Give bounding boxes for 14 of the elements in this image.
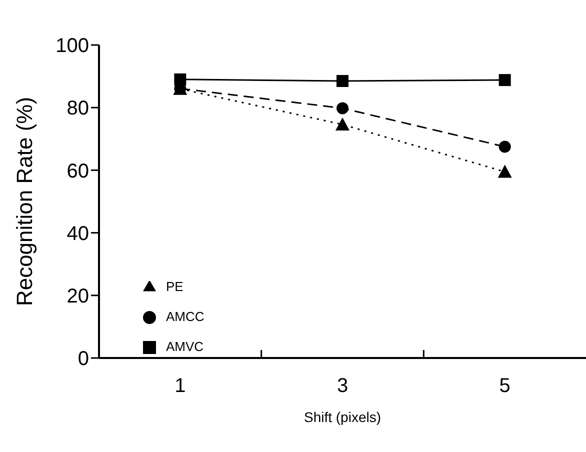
x-axis-title: Shift (pixels): [304, 409, 382, 425]
legend-label: AMCC: [166, 309, 204, 324]
legend-label: AMVC: [166, 339, 204, 354]
x-tick-label: 3: [336, 375, 348, 397]
y-tick-label: 0: [78, 348, 89, 370]
legend-label: PE: [166, 279, 184, 294]
y-tick-label: 100: [56, 35, 89, 58]
x-tick-label: 1: [174, 375, 186, 397]
y-axis-title: Recognition Rate (%): [12, 96, 37, 306]
y-tick-label: 40: [66, 222, 89, 245]
y-tick-label: 80: [66, 98, 89, 120]
y-tick-label: 60: [66, 160, 89, 182]
x-tick-label: 5: [499, 375, 510, 397]
y-tick-label: 20: [66, 286, 89, 308]
